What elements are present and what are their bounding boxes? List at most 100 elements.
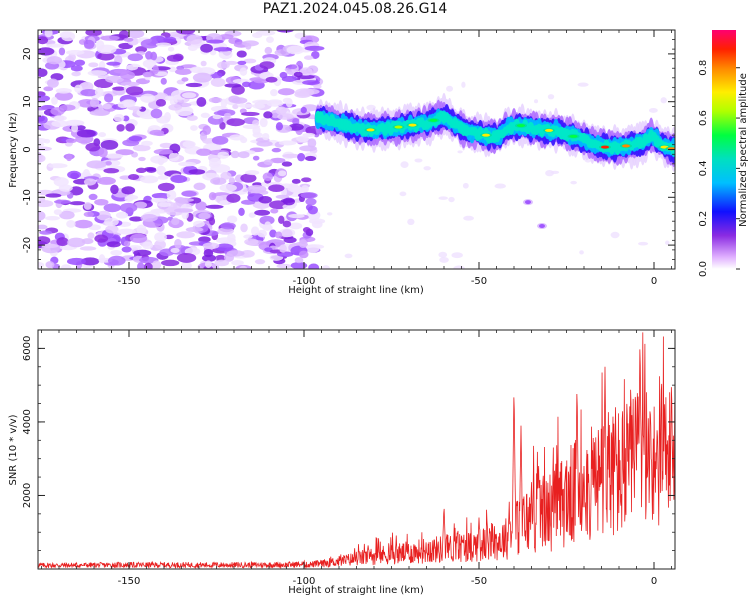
spectrogram-cell xyxy=(45,261,55,269)
spectrogram-isolated-blob-core xyxy=(539,223,545,228)
spectrogram-cell xyxy=(268,184,285,192)
spectrogram-cell xyxy=(46,56,63,65)
spectrogram-cell xyxy=(154,232,167,242)
spectrogram-hot-cell xyxy=(366,128,375,132)
snr-y-axis-label: SNR (10 * v/v) xyxy=(8,414,19,485)
spectrogram-cell xyxy=(152,64,159,75)
spectrogram-cell xyxy=(166,54,183,62)
spectrogram-cell xyxy=(294,257,304,264)
spectrogram-cell xyxy=(46,78,59,88)
snr-x-axis-label: Height of straight line (km) xyxy=(288,585,424,596)
spectrogram-cell xyxy=(302,80,320,86)
colorbar-label: Normalized spectral amplitude xyxy=(738,73,749,227)
spectrogram-y-axis-label: Frequency (Hz) xyxy=(8,112,19,188)
spectrogram-hot-cell xyxy=(601,145,609,149)
spectrogram-cell xyxy=(138,156,146,162)
spectrogram-cell xyxy=(446,85,454,92)
spectrogram-cell xyxy=(648,107,658,113)
spectrogram-cell xyxy=(300,106,307,114)
spectrogram-cell xyxy=(291,178,301,184)
spectrogram-cell xyxy=(232,104,239,110)
spectrogram-cell xyxy=(116,124,125,132)
spectrogram-cell xyxy=(80,88,98,97)
spectrogram-cell xyxy=(192,72,213,83)
spectrogram-cell xyxy=(344,253,353,259)
spectrogram-hot-cell xyxy=(545,128,553,132)
spectrogram-cell xyxy=(240,173,257,183)
spectrogram-cell xyxy=(259,215,275,225)
spectrogram-cell xyxy=(95,40,105,51)
spectrogram-cell xyxy=(282,197,296,206)
spectrogram-cell xyxy=(174,196,186,203)
spectrogram-cell xyxy=(38,142,45,147)
spectrogram-cell xyxy=(141,140,153,147)
spectrogram-cell xyxy=(279,71,288,79)
spectrogram-cell xyxy=(50,107,65,116)
colorbar: 0.0 0.2 0.4 0.6 0.8 Normalized spectral ampl… xyxy=(698,30,749,277)
spectrogram-cell xyxy=(211,135,229,145)
spectrogram-cell xyxy=(127,53,144,62)
spectrogram-cell xyxy=(282,204,296,210)
spectrogram-cell xyxy=(223,112,232,119)
spectrogram-cell xyxy=(106,241,121,248)
spectrogram-cell xyxy=(38,115,48,124)
spectrogram-cell xyxy=(66,220,76,228)
spectrogram-cell xyxy=(301,177,312,183)
spectrogram-cell xyxy=(399,191,407,197)
spectrogram-cell xyxy=(252,119,260,127)
spectrogram-cell xyxy=(140,213,158,222)
spectrogram-cell xyxy=(462,182,469,189)
spectrogram-cell xyxy=(290,261,308,269)
spectrogram-cell xyxy=(270,89,278,97)
spectrogram-cell xyxy=(160,77,167,85)
spectrogram-cell xyxy=(230,150,240,159)
spectrogram-cell xyxy=(60,264,72,269)
spectrogram-cell xyxy=(38,236,51,245)
spectrogram-cell xyxy=(38,210,46,221)
spectrogram-cell xyxy=(302,227,311,233)
spectrogram-cell xyxy=(281,161,293,167)
spectrogram-cell xyxy=(304,45,325,51)
spectrogram-cell xyxy=(70,65,83,72)
spectrogram-cell xyxy=(53,199,71,204)
spectrogram-cell xyxy=(133,249,152,257)
spectrogram-cell xyxy=(186,115,198,121)
spectrogram-cell xyxy=(157,202,171,208)
spectrogram-cell xyxy=(150,155,168,164)
spectrogram-cell xyxy=(262,132,270,141)
spectrogram-cell xyxy=(132,144,151,152)
spectrogram-cell xyxy=(65,119,85,127)
spectrogram-cell xyxy=(81,257,100,266)
spectrogram-cell xyxy=(215,243,234,252)
spectrogram-cell xyxy=(167,46,175,52)
snr-y-tick-label: 6000 xyxy=(22,336,33,361)
spectrogram-cell xyxy=(123,240,131,247)
spectrogram-cell xyxy=(243,58,257,64)
spectrogram-cell xyxy=(209,49,217,56)
spectrogram-cell xyxy=(124,196,134,202)
spectrogram-cell xyxy=(65,153,73,162)
spectrogram-cell xyxy=(140,93,156,103)
spectrogram-cell xyxy=(244,238,259,246)
colorbar-tick-label: 0.0 xyxy=(698,261,709,277)
spectrogram-cell xyxy=(266,100,284,107)
spectrogram-cell xyxy=(157,182,175,192)
spectrogram-cell xyxy=(104,217,119,227)
spectrogram-cell xyxy=(286,45,305,55)
spectrogram-cell xyxy=(59,210,75,220)
spectrogram-hot-cell xyxy=(394,125,403,129)
spectrogram-cell xyxy=(236,50,247,58)
spectrogram-cell xyxy=(610,231,620,239)
spectrogram-cell xyxy=(61,31,76,42)
spectrogram-cell xyxy=(38,146,52,151)
spectrogram-cell xyxy=(494,183,506,189)
spectrogram-cell xyxy=(66,257,86,266)
spectrogram-cell xyxy=(240,111,260,117)
spectrogram-cell xyxy=(129,216,144,222)
spectrogram-cell xyxy=(303,55,314,60)
spectrogram-cell xyxy=(176,252,197,263)
spectrogram-cell xyxy=(200,112,210,118)
spectrogram-cell xyxy=(142,71,153,78)
spectrogram-cell xyxy=(110,249,123,256)
